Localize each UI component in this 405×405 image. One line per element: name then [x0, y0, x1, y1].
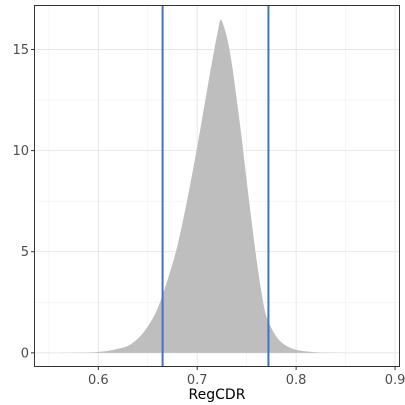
x-axis-ticks: 0.6 0.7 0.8 0.9: [88, 367, 405, 388]
x-tick-label: 0.9: [385, 373, 405, 388]
y-axis-ticks: 0 5 10 15: [12, 43, 34, 361]
y-tick-label: 5: [21, 245, 29, 260]
density-area: [48, 19, 346, 353]
panel-border: [34, 5, 400, 367]
y-tick-label: 15: [12, 43, 29, 58]
y-tick-label: 0: [21, 346, 29, 361]
x-axis-title: RegCDR: [189, 387, 246, 403]
y-tick-label: 10: [12, 144, 29, 159]
x-tick-label: 0.6: [88, 373, 109, 388]
interval-lines: [161, 5, 270, 367]
x-tick-label: 0.7: [187, 373, 208, 388]
x-tick-label: 0.8: [286, 373, 307, 388]
